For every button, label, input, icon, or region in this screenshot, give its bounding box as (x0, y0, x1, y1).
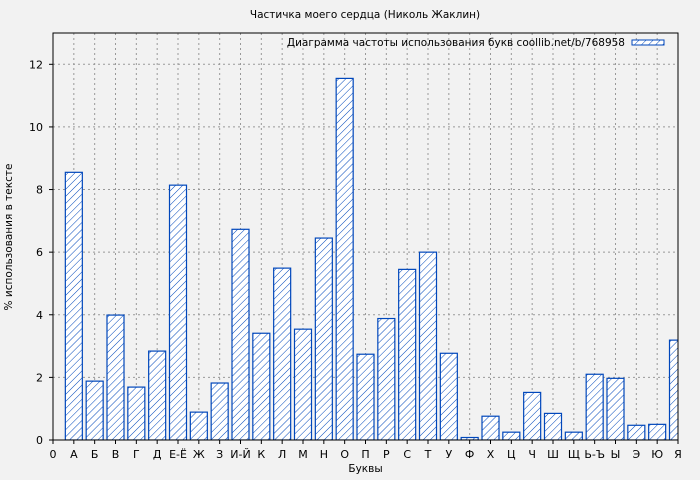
y-tick-label: 4 (36, 309, 43, 322)
x-tick-label: Т (424, 448, 432, 461)
x-tick-label: Г (133, 448, 140, 461)
x-tick-label: А (70, 448, 78, 461)
bar-Р (377, 317, 396, 440)
bar-Л (273, 267, 292, 440)
x-tick-label: Ш (547, 448, 559, 461)
bar-Х (481, 415, 500, 440)
bar-Н (314, 237, 333, 440)
x-tick-label: Я (674, 448, 682, 461)
legend: Диаграмма частоты использования букв coo… (287, 37, 665, 49)
y-tick-label: 2 (36, 371, 43, 384)
x-tick-label: К (257, 448, 265, 461)
y-tick-label: 10 (29, 121, 43, 134)
bar-Ь-Ъ (585, 373, 604, 440)
bar-З (210, 382, 229, 440)
grid (53, 33, 679, 440)
x-tick-label: Д (153, 448, 162, 461)
legend-swatch (631, 39, 665, 46)
x-tick-label: Ф (465, 448, 474, 461)
x-tick-label: Э (632, 448, 640, 461)
bar-А (64, 171, 83, 440)
y-tick-label: 8 (36, 184, 43, 197)
x-tick-label: С (403, 448, 411, 461)
bar-К (252, 332, 271, 440)
bar-У (439, 352, 458, 440)
legend-label: Диаграмма частоты использования букв coo… (287, 37, 625, 49)
bar-Т (418, 251, 438, 440)
bars (64, 77, 678, 440)
x-tick-label: Ь-Ъ (584, 448, 605, 461)
x-tick-label: Е-Ё (169, 448, 187, 461)
x-tick-label: П (361, 448, 369, 461)
chart-title: Частичка моего сердца (Николь Жаклин) (249, 9, 481, 21)
y-tick-label: 6 (36, 246, 43, 259)
x-tick-label: З (216, 448, 223, 461)
x-tick-label: О (340, 448, 349, 461)
bar-П (356, 353, 375, 440)
bar-Ж (189, 411, 208, 440)
bar-С (398, 268, 417, 440)
x-tick-label: Х (487, 448, 495, 461)
x-tick-label: Ч (528, 448, 536, 461)
x-tick-label: Щ (568, 448, 580, 461)
bar-В (106, 314, 125, 440)
bar-Ч (523, 391, 542, 440)
bar-М (293, 328, 313, 440)
bar-Э (627, 424, 646, 440)
x-tick-label: Ж (193, 448, 205, 461)
x-tick-label: Ю (651, 448, 663, 461)
bar-Ы (606, 377, 625, 440)
bar-Д (148, 350, 167, 440)
x-axis-label: Буквы (348, 463, 383, 475)
x-tick-label: Ц (507, 448, 516, 461)
bar-Щ (564, 431, 583, 440)
bar-Ю (648, 423, 667, 440)
bar-Ц (502, 431, 521, 440)
x-tick-label: У (445, 448, 452, 461)
bar-Е-Ё (168, 184, 188, 440)
bar-Б (85, 380, 104, 440)
y-tick-label: 0 (36, 434, 43, 447)
x-tick-label: 0 (50, 448, 57, 461)
x-tick-label: Ы (611, 448, 621, 461)
x-tick-label: Н (320, 448, 328, 461)
x-tick-label: Л (278, 448, 286, 461)
bar-О (335, 77, 354, 440)
bar-Г (127, 386, 146, 440)
bar-Ш (543, 412, 563, 440)
x-tick-label: М (298, 448, 308, 461)
x-tick-label: В (112, 448, 120, 461)
bar-Ф (460, 436, 479, 440)
x-tick-label: И-Й (230, 448, 250, 461)
bar-И-Й (231, 228, 250, 440)
bar-Я (668, 339, 678, 440)
x-tick-label: Р (383, 448, 390, 461)
x-tick-label: Б (91, 448, 99, 461)
y-tick-label: 12 (29, 58, 43, 71)
